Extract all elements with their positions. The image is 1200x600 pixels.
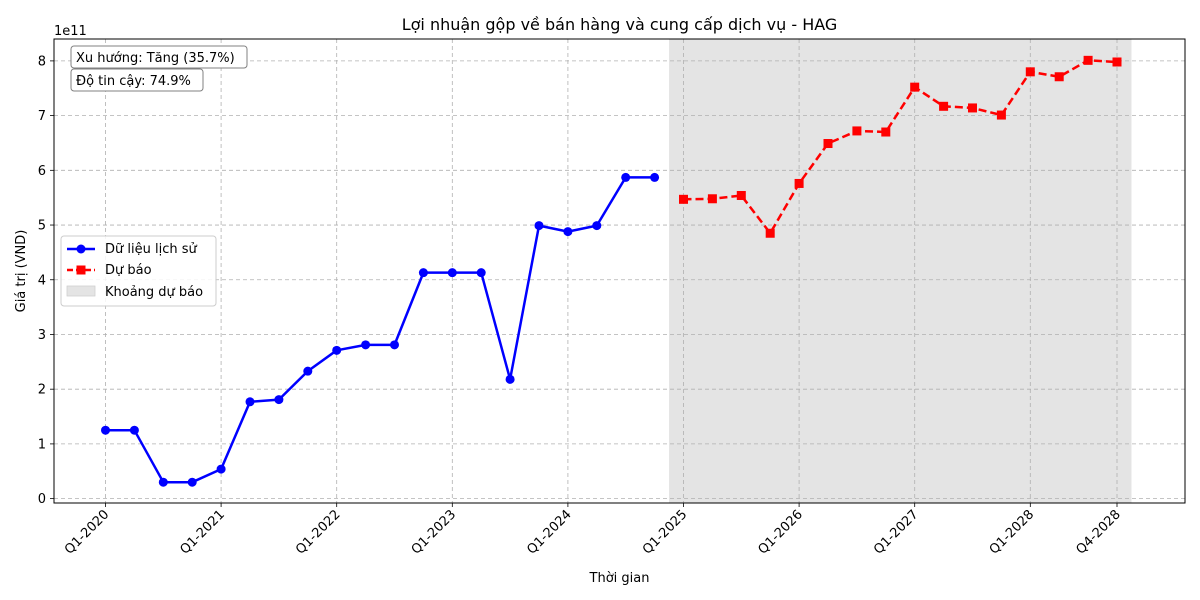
data-point [592, 221, 602, 231]
chart-title: Lợi nhuận gộp về bán hàng và cung cấp dị… [402, 15, 838, 34]
svg-text:Khoảng dự báo: Khoảng dự báo [105, 285, 203, 300]
data-point [129, 425, 139, 435]
y-tick-label: 4 [38, 273, 46, 288]
y-axis-label: Giá trị (VND) [14, 230, 29, 313]
data-point [447, 268, 457, 278]
data-point [303, 366, 313, 376]
data-point [650, 172, 660, 182]
y-tick-label: 1 [38, 437, 46, 452]
data-point [996, 110, 1006, 120]
x-axis-label: Thời gian [589, 571, 650, 586]
data-point [1083, 55, 1093, 65]
data-point [881, 127, 891, 137]
series-line-forecast [683, 59, 1118, 235]
data-point [707, 194, 717, 204]
legend-item-history: Dữ liệu lịch sử [67, 242, 197, 257]
data-point [158, 477, 168, 487]
forecast-region [669, 39, 1132, 503]
legend: Dữ liệu lịch sử Dự báo Khoảng dự báo [60, 235, 217, 307]
plot-frame [53, 38, 1186, 504]
legend-item-forecast-range: Khoảng dự báo [66, 285, 203, 300]
data-point [505, 374, 515, 384]
data-point [216, 464, 226, 474]
data-point [361, 340, 371, 350]
data-point [1112, 57, 1122, 67]
data-point [274, 395, 284, 405]
data-point [476, 268, 486, 278]
data-point [534, 221, 544, 231]
data-point [101, 425, 110, 435]
annotation-confidence: Độ tin cậy: 74.9% [70, 68, 204, 92]
data-point [187, 477, 197, 487]
data-point [1025, 67, 1035, 77]
y-tick-label: 0 [38, 492, 46, 507]
data-point [418, 268, 428, 278]
data-point [968, 103, 977, 113]
data-point [390, 340, 399, 350]
series-line-history [105, 176, 655, 484]
data-point [679, 194, 688, 204]
data-point [794, 178, 804, 188]
y-tick-label: 3 [38, 328, 46, 343]
y-tick-label: 2 [38, 383, 46, 398]
data-point [245, 397, 255, 407]
y-tick-label: 7 [38, 109, 46, 124]
y-tick-label: 8 [38, 54, 46, 69]
y-tick-label: 5 [38, 219, 46, 234]
data-point [621, 172, 631, 182]
y-scale-label: 1e11 [54, 24, 87, 39]
data-point [563, 227, 573, 237]
legend-frame [60, 235, 217, 307]
data-point [910, 82, 920, 92]
data-point [736, 190, 746, 200]
legend-item-forecast: Dự báo [67, 263, 152, 278]
data-point [939, 101, 949, 111]
data-point [332, 345, 342, 355]
svg-text:Dữ liệu lịch sử: Dữ liệu lịch sử [105, 242, 197, 257]
y-tick-label: 6 [38, 164, 46, 179]
svg-text:Xu hướng: Tăng (35.7%): Xu hướng: Tăng (35.7%) [76, 51, 235, 66]
annotation-trend: Xu hướng: Tăng (35.7%) [70, 45, 248, 69]
svg-text:Dự báo: Dự báo [105, 263, 152, 278]
data-point [1054, 72, 1064, 82]
svg-text:Độ tin cậy: 74.9%: Độ tin cậy: 74.9% [76, 74, 191, 89]
data-point [765, 228, 775, 238]
data-point [852, 126, 862, 136]
data-point [823, 139, 833, 149]
